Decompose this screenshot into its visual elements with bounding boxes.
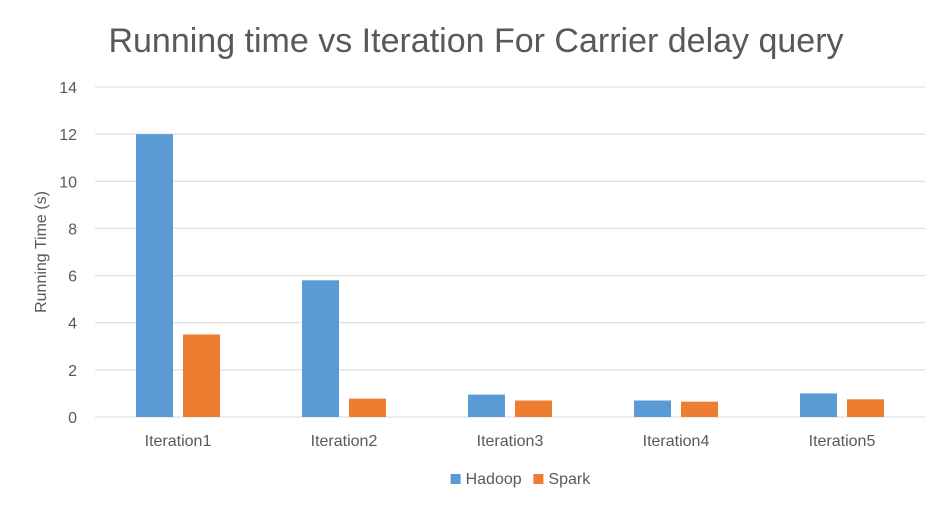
x-category-label: Iteration1	[145, 433, 212, 450]
bar-hadoop-iteration2	[302, 280, 339, 417]
bar-spark-iteration4	[681, 401, 718, 417]
x-axis-categories: Iteration1 Iteration2 Iteration3 Iteration4…	[145, 433, 876, 450]
bar-hadoop-iteration5	[800, 393, 837, 417]
legend-swatch-hadoop	[450, 474, 461, 484]
y-tick-label: 2	[68, 363, 77, 380]
chart-title: Running time vs Iteration For Carrier de…	[108, 22, 843, 60]
y-tick-label: 12	[59, 127, 77, 144]
legend-label-hadoop: Hadoop	[466, 471, 522, 488]
y-tick-label: 10	[59, 174, 77, 191]
y-tick-label: 14	[59, 80, 77, 97]
x-category-label: Iteration2	[311, 433, 378, 450]
bar-spark-iteration5	[847, 399, 884, 417]
x-category-label: Iteration4	[643, 433, 710, 450]
bars	[136, 134, 884, 417]
bar-spark-iteration3	[515, 400, 552, 417]
legend-swatch-spark	[533, 474, 544, 484]
legend: Hadoop Spark	[450, 471, 591, 488]
bar-spark-iteration2	[349, 398, 386, 417]
x-category-label: Iteration3	[477, 433, 544, 450]
y-axis-label: Running Time (s)	[33, 191, 50, 313]
grid-lines	[95, 86, 925, 418]
bar-hadoop-iteration4	[634, 400, 671, 417]
legend-label-spark: Spark	[548, 471, 591, 488]
y-tick-label: 6	[68, 269, 77, 286]
bar-hadoop-iteration1	[136, 134, 173, 417]
y-tick-label: 8	[68, 221, 77, 238]
x-category-label: Iteration5	[809, 433, 876, 450]
bar-spark-iteration1	[183, 334, 220, 417]
y-tick-label: 4	[68, 316, 77, 333]
y-axis-ticks: 0 2 4 6 8 10 12 14	[59, 80, 77, 427]
bar-hadoop-iteration3	[468, 394, 505, 417]
y-tick-label: 0	[68, 410, 77, 427]
